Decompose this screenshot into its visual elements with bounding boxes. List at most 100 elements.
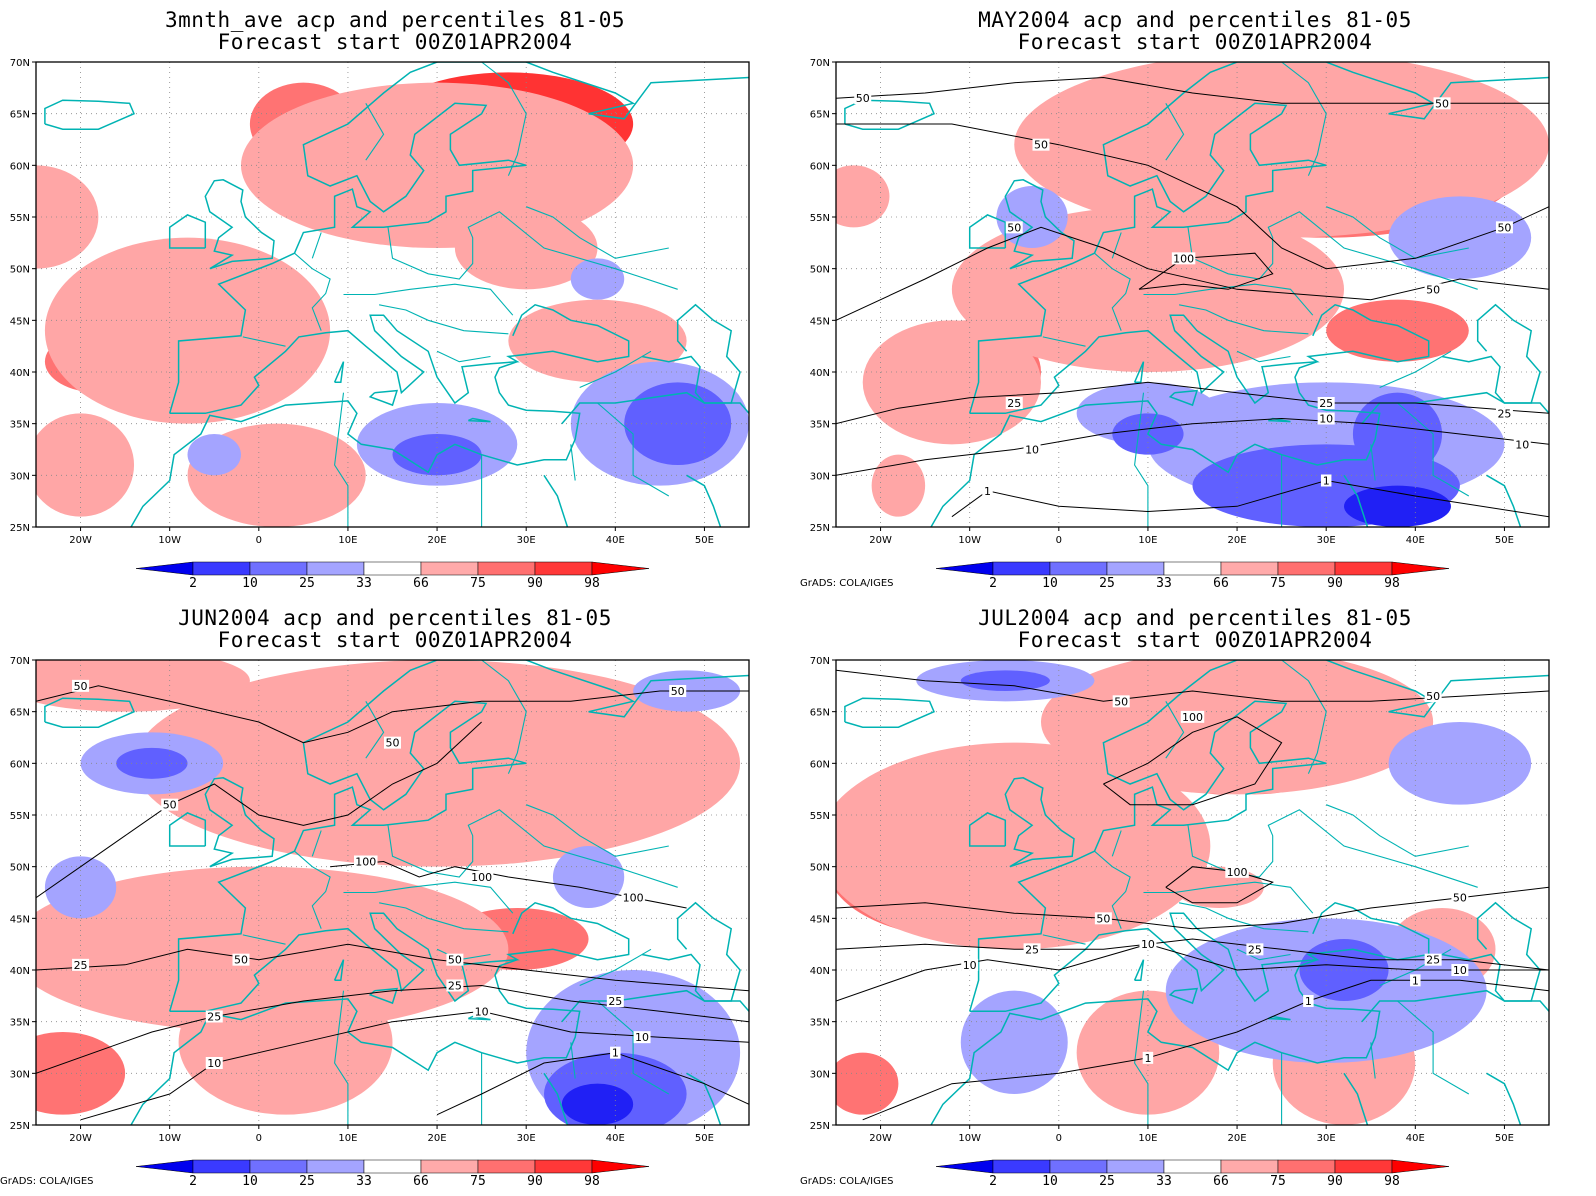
contour-label: 50 [74, 680, 88, 693]
map-field: 50 50 50 50 50 50 25 25 25 10 10 10 1 1 100 [836, 62, 1549, 527]
coastline [1004, 179, 1075, 270]
lon-tick-label: 50E [1495, 535, 1514, 546]
contour-label: 1 [612, 1047, 619, 1060]
colorbar-segment [1163, 561, 1222, 576]
contour-label-bg [1303, 995, 1314, 1007]
coastline [686, 474, 749, 527]
country-border [1042, 336, 1086, 347]
contour-label-bg [1142, 1051, 1154, 1064]
lat-tick-label: 70N [810, 58, 830, 69]
lat-tick-label: 70N [10, 656, 30, 667]
map-panel-jun2004: JUN2004 acp and percentiles 81-05 Foreca… [0, 598, 790, 1189]
country-border [1281, 62, 1327, 176]
country-border [1094, 850, 1131, 929]
lon-tick-label: 40E [1406, 535, 1425, 546]
contour-label-bg [1433, 97, 1451, 110]
colorbar-label: 75 [470, 1174, 486, 1189]
contour-label: 1 [1144, 1052, 1151, 1065]
country-border [1178, 902, 1309, 933]
contour-label: 1 [1305, 995, 1312, 1008]
coastline [368, 389, 399, 407]
map-panel-jul2004: JUL2004 acp and percentiles 81-05 Foreca… [800, 598, 1590, 1189]
map-frame [835, 659, 1550, 1126]
panel-title: MAY2004 acp and percentiles 81-05 [978, 8, 1412, 32]
colorbar-label: 10 [242, 1174, 258, 1189]
colorbar-label: 98 [584, 576, 600, 591]
contour-label: 1 [1412, 974, 1419, 987]
lat-tick-label: 65N [10, 110, 30, 121]
lon-tick-label: 0 [256, 1133, 262, 1144]
coastline [467, 417, 491, 423]
contour-label: 50 [1426, 283, 1440, 296]
contour-label: 25 [1025, 943, 1039, 956]
shaded-region-p25 [960, 670, 1050, 691]
contour-label: 10 [1025, 444, 1039, 457]
lat-tick-label: 50N [810, 265, 830, 276]
country-border [481, 660, 527, 774]
contour-label: 25 [1426, 954, 1440, 967]
lat-tick-label: 65N [810, 110, 830, 121]
coastline [44, 697, 135, 728]
lat-tick-label: 55N [810, 811, 830, 822]
colorbar-segment [1106, 561, 1165, 576]
country-border [436, 350, 491, 363]
contour-label: 10 [963, 959, 977, 972]
coastline [169, 901, 630, 1013]
coastline [333, 959, 345, 982]
lat-tick-label: 35N [810, 1018, 830, 1029]
coastline [844, 697, 935, 728]
colorbar-segment [1106, 1159, 1165, 1174]
lat-tick-label: 60N [810, 161, 830, 172]
contour-label: 50 [1096, 912, 1110, 925]
country-border [1165, 701, 1185, 759]
lat-tick-label: 45N [810, 914, 830, 925]
contour-label-bg [1139, 938, 1157, 951]
coastline [1361, 989, 1549, 1023]
country-border [1370, 444, 1376, 481]
contour-label: 100 [1182, 711, 1203, 724]
country-border [334, 990, 349, 1125]
lon-tick-label: 20W [869, 1133, 892, 1144]
contour-line [836, 76, 1549, 104]
colorbar-label: 90 [527, 576, 543, 591]
contour-label-bg [669, 685, 687, 697]
lat-tick-label: 45N [810, 316, 830, 327]
contour-label-bg [1023, 443, 1041, 456]
coastline [333, 361, 345, 384]
country-border [597, 1000, 670, 1095]
contour-label: 25 [1319, 397, 1333, 410]
contour-label: 50 [1114, 695, 1128, 708]
colorbar-segment [249, 561, 308, 576]
contour-label: 10 [635, 1031, 649, 1044]
coastline [1133, 361, 1145, 384]
lon-tick-label: 40E [606, 1133, 625, 1144]
colorbar-segment [1277, 561, 1336, 576]
map-panel-3mnth: 3mnth_ave acp and percentiles 81-05 Fore… [0, 0, 790, 591]
lon-tick-label: 20E [428, 535, 447, 546]
contour-label-bg [1424, 953, 1442, 966]
colorbar-label: 25 [299, 1174, 315, 1189]
contour-label-bg [633, 1031, 651, 1044]
contour-label: 25 [448, 980, 462, 993]
country-border [1111, 232, 1122, 259]
country-border [1236, 350, 1291, 363]
colorbar-label: 33 [356, 1174, 372, 1189]
contour-line [836, 417, 1549, 476]
country-border [387, 211, 678, 290]
contour-label-bg [446, 979, 464, 992]
contour-label: 100 [623, 892, 644, 905]
colorbar-segment [306, 1159, 365, 1174]
coastline [543, 474, 569, 527]
contour-label: 50 [448, 954, 462, 967]
colorbar-segment [363, 561, 422, 576]
shaded-region-p25 [1352, 392, 1443, 476]
lat-tick-label: 50N [10, 265, 30, 276]
country-border [365, 701, 385, 759]
colorbar-label: 66 [413, 576, 429, 591]
lon-tick-label: 20W [69, 1133, 92, 1144]
country-border [387, 809, 678, 888]
contour-label-bg [72, 679, 90, 692]
contour-label: 50 [234, 954, 248, 967]
colorbar-segment [534, 561, 593, 576]
